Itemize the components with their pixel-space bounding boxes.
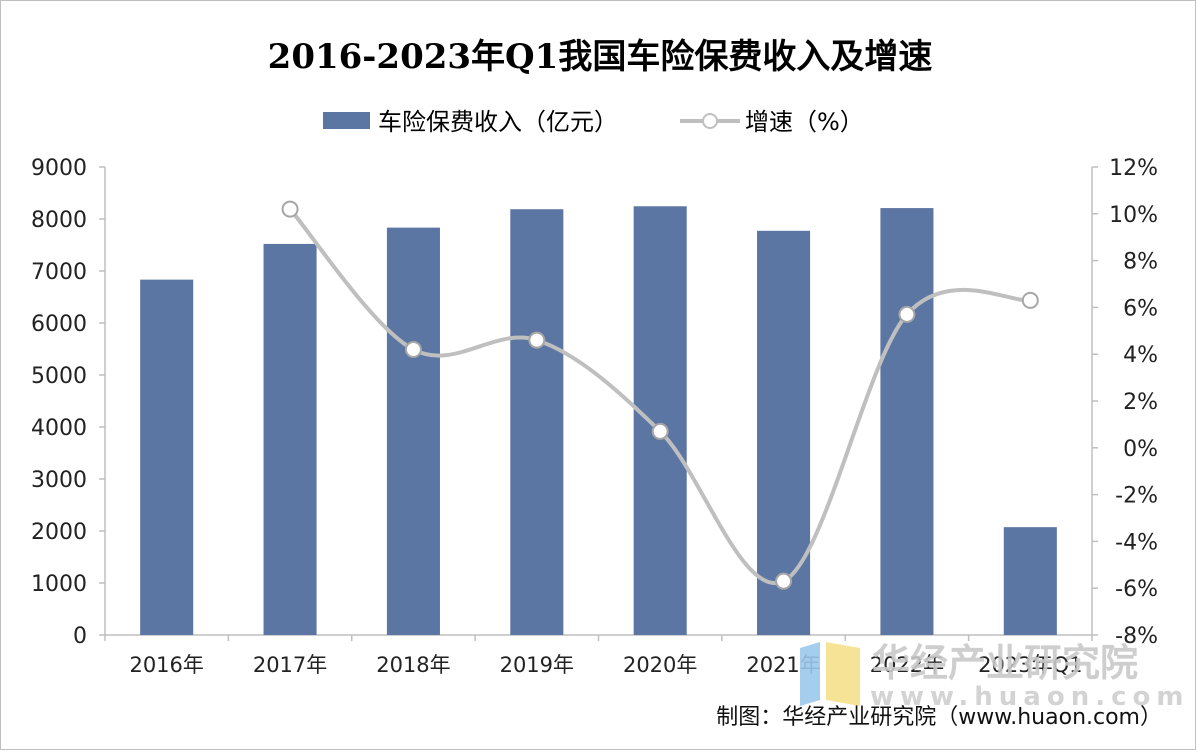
right-tick-label: 6% xyxy=(1123,296,1158,321)
growth-point xyxy=(1021,291,1039,309)
growth-point xyxy=(404,341,422,359)
bar xyxy=(510,209,564,635)
legend-label-line: 增速（%） xyxy=(745,108,864,136)
growth-point xyxy=(898,305,916,323)
left-tick-label: 7000 xyxy=(31,260,87,285)
legend: 车险保费收入（亿元） 增速（%） xyxy=(323,108,864,136)
bar xyxy=(880,208,934,635)
left-tick-label: 8000 xyxy=(31,208,87,233)
right-tick-label: 2% xyxy=(1123,390,1158,415)
right-tick-label: 12% xyxy=(1109,156,1158,181)
bar xyxy=(633,206,687,635)
chart-title: 2016-2023年Q1我国车险保费收入及增速 xyxy=(268,37,933,77)
x-tick-label: 2022年 xyxy=(870,653,944,677)
right-tick-label: 10% xyxy=(1109,203,1158,228)
growth-point xyxy=(528,331,546,349)
right-tick-label: 8% xyxy=(1123,250,1158,275)
left-tick-label: 0 xyxy=(73,624,87,649)
right-tick-label: 0% xyxy=(1123,437,1158,462)
left-tick-label: 2000 xyxy=(31,520,87,545)
plot-area: 0 1000 2000 3000 4000 5000 6000 7000 8000 9000 -8%… xyxy=(31,156,1158,677)
legend-swatch-marker xyxy=(702,113,718,129)
growth-point xyxy=(775,572,793,590)
bar xyxy=(1003,527,1057,635)
right-tick-label: -2% xyxy=(1115,484,1158,509)
bar xyxy=(757,230,811,635)
left-tick-label: 3000 xyxy=(31,468,87,493)
x-tick-label: 2019年 xyxy=(500,653,574,677)
x-tick-label: 2023年Q1 xyxy=(978,653,1082,677)
bar xyxy=(140,279,194,635)
right-tick-label: -6% xyxy=(1115,577,1158,602)
left-tick-label: 9000 xyxy=(31,156,87,181)
legend-swatch-bar xyxy=(323,112,370,129)
left-tick-label: 4000 xyxy=(31,416,87,441)
x-tick-label: 2017年 xyxy=(253,653,327,677)
chart-credit: 制图：华经产业研究院（www.huaon.com） xyxy=(716,705,1162,730)
watermark-text: 华经产业研究院 xyxy=(872,641,1138,685)
left-tick-label: 6000 xyxy=(31,312,87,337)
right-tick-label: -8% xyxy=(1115,624,1158,649)
bar xyxy=(386,227,440,635)
left-tick-label: 1000 xyxy=(31,572,87,597)
x-tick-label: 2018年 xyxy=(376,653,450,677)
watermark-url: www.huaon.com xyxy=(870,682,1189,712)
right-tick-label: 4% xyxy=(1123,343,1158,368)
right-tick-label: -4% xyxy=(1115,530,1158,555)
x-tick-label: 2020年 xyxy=(623,653,697,677)
watermark: 华经产业研究院 www.huaon.com xyxy=(800,641,1189,712)
left-tick-label: 5000 xyxy=(31,364,87,389)
legend-label-bar: 车险保费收入（亿元） xyxy=(378,108,618,136)
watermark-logo-blue xyxy=(800,642,820,706)
bar xyxy=(263,243,317,635)
watermark-logo-yellow xyxy=(826,642,860,706)
growth-point xyxy=(651,422,669,440)
x-tick-label: 2016年 xyxy=(129,653,203,677)
growth-point xyxy=(281,200,299,218)
